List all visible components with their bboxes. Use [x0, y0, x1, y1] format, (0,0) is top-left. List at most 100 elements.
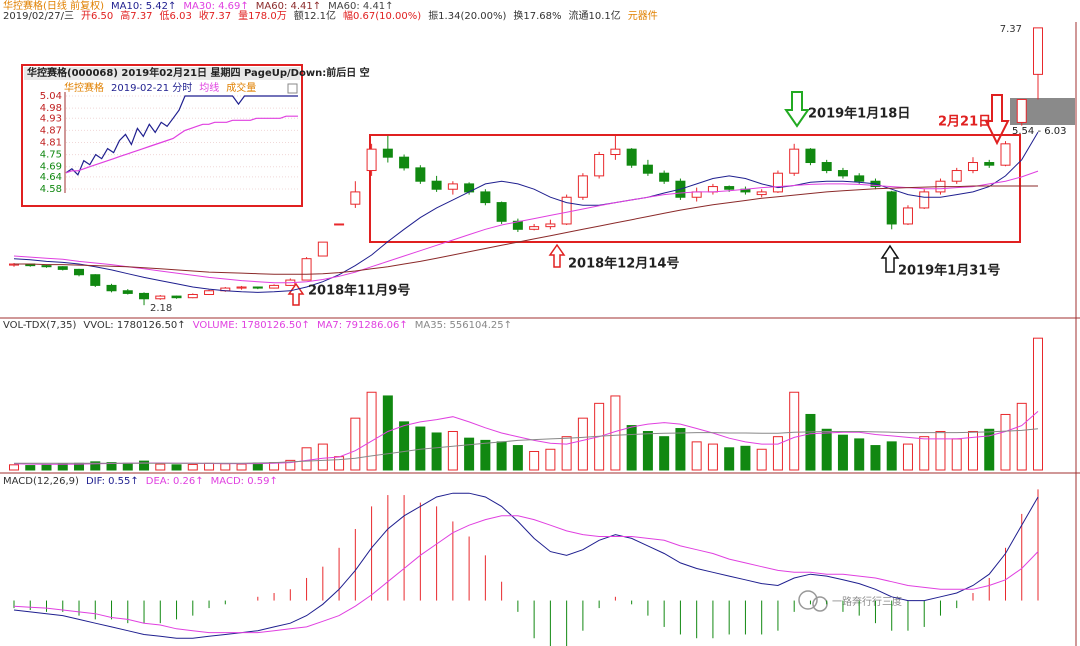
candle-body	[707, 186, 718, 193]
candle-body	[171, 295, 182, 299]
candle-body	[724, 186, 735, 190]
header-text: MA60: 4.41↑	[256, 1, 321, 12]
volume-bar	[951, 438, 962, 471]
annotation: 2.18	[150, 303, 172, 314]
ma-line	[13, 170, 1039, 284]
inset-line	[65, 115, 298, 174]
candle-body	[659, 172, 670, 182]
header-text: 低6.03	[160, 9, 192, 22]
candle-body	[269, 284, 280, 289]
arrow-up	[287, 282, 305, 306]
header-text: MA10: 5.42↑	[111, 1, 176, 12]
annotation: 2月21日	[938, 115, 991, 130]
volume-bar	[496, 441, 507, 471]
annotation: 2018年12月14号	[568, 256, 679, 272]
annotation: 2019年1月31号	[898, 263, 1000, 279]
header-text: 收7.37	[199, 9, 231, 22]
volume-bar	[902, 443, 913, 471]
candle-body	[1000, 143, 1011, 166]
volume-bar	[41, 464, 52, 471]
volume-bar	[236, 463, 247, 471]
volume-bar	[366, 391, 377, 471]
volume-bar	[187, 463, 198, 471]
inset-y-label: 4.58	[40, 184, 62, 195]
inset-y-label: 4.93	[40, 113, 62, 124]
annotation: 7.37	[1000, 24, 1022, 35]
candle-body	[967, 162, 978, 172]
annotation: 2019年1月18日	[808, 106, 910, 122]
candle-body	[382, 148, 393, 158]
candle-body	[984, 162, 995, 166]
header-text: 华控赛格	[64, 81, 104, 94]
volume-bar	[1000, 413, 1011, 471]
candle-body	[139, 292, 150, 300]
volume-bar	[334, 456, 345, 471]
volume-bar	[707, 443, 718, 471]
candle-body	[626, 148, 637, 166]
header-text: MACD: 0.59↑	[211, 476, 278, 487]
watermark-icon	[798, 590, 818, 610]
volume-bar	[139, 460, 150, 471]
header-text: 2019-02-21 分时	[111, 82, 192, 94]
candle-body	[301, 258, 312, 281]
candle-body	[252, 286, 263, 289]
inset-y-label: 4.87	[40, 125, 62, 136]
volume-bar	[691, 441, 702, 471]
volume-bar	[1016, 402, 1027, 471]
macd-line	[13, 492, 1039, 639]
volume-bar	[675, 428, 686, 471]
candle-body	[772, 172, 783, 193]
candle-body	[545, 223, 556, 228]
header-text: DIF: 0.55↑	[86, 476, 139, 487]
candle-body	[902, 207, 913, 225]
candle-body	[350, 191, 361, 205]
volume-bar	[642, 430, 653, 471]
candle-body	[805, 148, 816, 164]
candle-body	[334, 223, 345, 226]
volume-bar	[529, 450, 540, 471]
header-text: 额12.1亿	[294, 9, 336, 22]
volume-bar	[382, 395, 393, 471]
volume-bar	[919, 436, 930, 471]
volume-bar	[399, 421, 410, 471]
volume-bar	[25, 465, 36, 471]
candle-body	[512, 220, 523, 230]
volume-bar	[480, 439, 491, 471]
inset-y-label: 4.69	[40, 162, 62, 173]
volume-bar	[659, 436, 670, 471]
inset-line	[65, 95, 298, 176]
candle-body	[317, 241, 328, 257]
volume-bar	[545, 448, 556, 471]
volume-bar	[854, 438, 865, 471]
header-text: 高7.37	[120, 9, 152, 22]
header-text: MACD(12,26,9)	[3, 476, 79, 487]
inset-title: 华控赛格(000068) 2019年02月21日 星期四 PageUp/Down…	[27, 66, 370, 79]
candle-body	[854, 175, 865, 182]
candle-body	[90, 274, 101, 286]
candle-body	[610, 148, 621, 156]
arrow-down	[784, 91, 810, 128]
volume-bar	[301, 447, 312, 471]
candle-body	[594, 154, 605, 177]
inset-close[interactable]	[287, 83, 298, 94]
volume-bar	[626, 425, 637, 471]
candle-body	[529, 226, 540, 230]
header-text: MA35: 556104.25↑	[415, 320, 512, 331]
header-text: 元器件	[628, 10, 658, 22]
volume-bar	[724, 447, 735, 471]
inset-window	[21, 64, 303, 207]
watermark: 一路奔行行三度	[832, 595, 902, 608]
candle-body	[204, 290, 215, 295]
volume-bar	[431, 432, 442, 471]
candle-body	[236, 286, 247, 289]
volume-bar	[57, 463, 68, 471]
annotation: 5.54 - 6.03	[1012, 126, 1067, 137]
header-text: 均线	[199, 81, 219, 94]
candle-body	[366, 148, 377, 172]
volume-bar	[984, 428, 995, 471]
volume-bar	[317, 443, 328, 471]
header-text: VOL-TDX(7,35)	[3, 320, 76, 331]
candle-body	[919, 191, 930, 209]
volume-bar	[171, 464, 182, 471]
